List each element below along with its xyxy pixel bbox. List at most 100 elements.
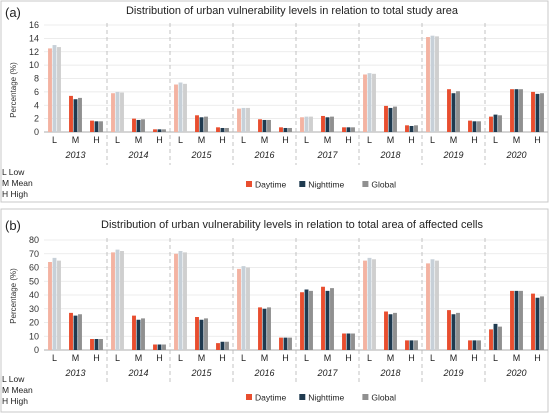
panel-b-y-tick-label: 30 [29,304,39,314]
panel-a-bar-2020-H-global [540,93,544,132]
legend-b-label-daytime: Daytime [255,393,286,403]
panel-b-level-label: H [282,353,289,363]
panel-b-bar-2018-M-nighttime [388,314,393,350]
panel-a-level-label: M [513,135,521,145]
panel-a-level-label: L [178,135,183,145]
panel-a-bar-2014-L-global [120,92,124,132]
panel-a-bar-2018-H-global [414,125,418,132]
panel-a-bar-2013-H-daytime [90,120,94,132]
panel-b-bar-2020-M-global [519,290,523,350]
panel-a-bar-2017-H-daytime [342,127,346,132]
panel-b-bar-2019-L-nighttime [430,259,435,350]
panel-b-bar-2014-H-global [162,344,166,350]
panel-b-year-label: 2013 [64,368,85,378]
panel-b-bar-2017-L-daytime [300,292,304,350]
panel-a-bar-2015-M-daytime [195,115,199,132]
panel-a-bar-2020-H-daytime [531,91,535,132]
panel-b-level-label: L [430,353,435,363]
panel-a-level-label: M [450,135,458,145]
panel-a-bar-2016-H-global [288,127,292,132]
panel-a-bar-2016-H-nighttime [283,127,288,132]
panel-b-bar-2018-M-global [393,312,397,350]
panel-b-bar-2014-H-nighttime [157,344,162,350]
panel-b-year-label: 2020 [505,368,526,378]
panel-a-title: Distribution of urban vulnerability leve… [126,5,459,17]
panel-b-bar-2018-H-nighttime [409,340,414,350]
panel-b-level-label: H [93,353,100,363]
panel-a-year-label: 2017 [316,150,338,160]
legend-a-label-global: Global [371,180,396,190]
panel-b-bar-2019-M-daytime [447,310,451,350]
panel-a-level-label: L [241,135,246,145]
panel-b-bar-2016-H-global [288,337,292,350]
panel-a-bar-2016-L-nighttime [241,107,246,132]
panel-b-level-label: M [324,353,332,363]
panel-a-bar-2020-H-nighttime [535,93,540,132]
panel-b-bar-2015-H-global [225,341,229,350]
panel-b-level-label: M [198,353,206,363]
panel-b-bar-2018-L-nighttime [367,257,372,350]
panel-a-bar-2015-L-global [183,83,187,132]
panel-a-year-label: 2019 [442,150,463,160]
panel-b-level-label: L [493,353,498,363]
panel-a-bar-2014-H-daytime [153,129,157,132]
panel-b-bar-2020-H-global [540,296,544,350]
panel-a-bar-2018-L-global [372,73,376,132]
level-key-high: H High [2,189,28,199]
panel-a-level-label: L [115,135,120,145]
level-key-mean-b: M Mean [2,385,33,395]
panel-b-bar-2016-L-global [246,267,250,350]
panel-b-level-label: M [387,353,395,363]
panel-b-bar-2020-L-nighttime [493,323,498,350]
panel-b-bar-2017-L-global [309,290,313,350]
panel-b-bar-2015-M-global [204,318,208,350]
panel-b-level-label: H [345,353,352,363]
panel-b-level-label: L [178,353,183,363]
panel-b-frame [0,208,549,413]
panel-a-level-label: H [345,135,352,145]
panel-b-bar-2013-M-global [78,314,82,350]
panel-b-bar-2017-M-global [330,288,334,350]
panel-b-y-tick-label: 20 [29,318,39,328]
panel-b-bar-2020-L-daytime [489,329,493,350]
panel-a-level-label: M [324,135,332,145]
panel-b-bar-2019-H-global [477,340,481,350]
panel-a-bar-2013-L-global [57,47,61,132]
panel-a-level-label: L [430,135,435,145]
panel-b-bar-2017-H-nighttime [346,333,351,350]
panel-a-bar-2017-M-nighttime [325,117,330,132]
panel-a-y-tick-label: 2 [34,114,39,124]
panel-a-bar-2019-L-nighttime [430,35,435,133]
panel-a-bar-2016-M-global [267,119,271,132]
panel-b-bar-2016-M-global [267,307,271,350]
panel-b-bar-2019-M-global [456,312,460,350]
panel-a-bar-2015-L-nighttime [178,82,183,132]
panel-b-level-label: L [241,353,246,363]
panel-a-year-label: 2020 [505,150,526,160]
panel-a-y-tick-label: 16 [29,20,39,30]
panel-b-level-label: M [513,353,521,363]
panel-a-bar-2016-L-daytime [237,108,241,132]
panel-a-level-label: L [304,135,309,145]
panel-a-bar-2019-H-daytime [468,120,472,132]
panel-a-bar-2019-L-daytime [426,37,430,132]
panel-a-bar-2019-M-global [456,91,460,132]
panel-a-bar-2015-H-nighttime [220,127,225,132]
panel-a-level-label: L [367,135,372,145]
panel-a-y-tick-label: 12 [29,47,39,57]
panel-b-level-label: H [219,353,226,363]
panel-b-y-tick-label: 70 [29,249,39,259]
panel-a-y-tick-label: 8 [34,74,39,84]
panel-b-bar-2020-M-nighttime [514,290,519,350]
panel-a-bar-2017-L-daytime [300,117,304,132]
panel-a-y-tick-label: 14 [29,33,39,43]
panel-b-bar-2016-L-daytime [237,268,241,350]
legend-a-swatch-global [362,181,369,187]
panel-a-bar-2019-H-nighttime [472,121,477,132]
legend-b-swatch-nighttime [299,394,306,400]
panel-a-bar-2020-L-global [498,115,502,132]
panel-a-level-label: H [408,135,415,145]
legend-a-label-nighttime: Nighttime [308,180,344,190]
panel-a-bar-2013-L-daytime [48,48,52,132]
panel-a-frame [0,0,549,203]
